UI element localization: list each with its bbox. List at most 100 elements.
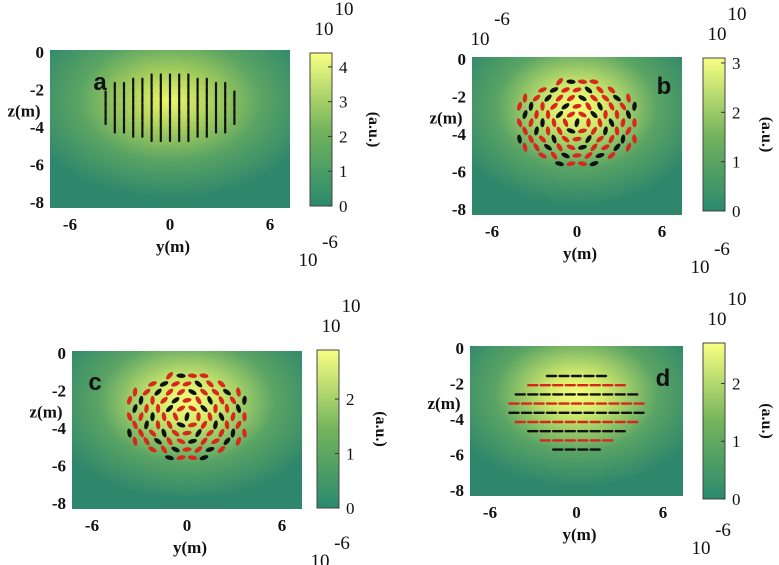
dipole-mark bbox=[166, 437, 173, 446]
x-axis-label: y(m) bbox=[173, 538, 207, 557]
dipole-mark bbox=[632, 134, 637, 144]
dipole-mark bbox=[171, 446, 180, 453]
x-exponent: 10 bbox=[692, 538, 711, 559]
dipole-mark bbox=[150, 395, 155, 405]
dipole-mark bbox=[533, 143, 540, 152]
polarization-marks-d bbox=[508, 374, 645, 451]
x-exponent-power: -6 bbox=[334, 533, 350, 554]
dipole-mark bbox=[242, 395, 247, 405]
dipole-mark bbox=[126, 395, 133, 405]
dipole-mark bbox=[150, 412, 155, 422]
y-tick-label: 0 bbox=[458, 50, 467, 69]
dipole-mark bbox=[619, 102, 627, 111]
dipole-mark bbox=[161, 412, 167, 422]
dipole-mark bbox=[236, 387, 241, 397]
dipole-mark bbox=[545, 126, 551, 136]
dipole-mark bbox=[550, 102, 558, 110]
x-tick-label: 0 bbox=[573, 222, 582, 241]
dipole-mark bbox=[603, 126, 608, 136]
colorbar-tick-label: 0 bbox=[732, 202, 741, 221]
dipole-mark bbox=[182, 430, 192, 436]
colorbar-c bbox=[316, 349, 340, 509]
dipole-mark bbox=[562, 118, 569, 128]
dipole-mark bbox=[211, 438, 220, 445]
dipole-mark bbox=[176, 455, 186, 461]
dipole-mark bbox=[538, 135, 547, 143]
dipole-mark bbox=[522, 142, 528, 152]
y-tick-label: 0 bbox=[58, 344, 67, 363]
dipole-mark bbox=[538, 152, 547, 159]
dipole-mark bbox=[176, 405, 186, 412]
dipole-mark bbox=[561, 152, 570, 159]
dipole-mark bbox=[148, 446, 157, 453]
dipole-mark bbox=[572, 87, 582, 93]
panel-label-d: d bbox=[656, 365, 671, 392]
dipole-mark bbox=[608, 102, 615, 111]
colorbar-scale-base: 10 bbox=[708, 24, 727, 45]
dipole-mark bbox=[555, 161, 564, 167]
dipole-mark bbox=[207, 396, 213, 405]
polarization-marks-c bbox=[126, 371, 247, 461]
dipole-mark bbox=[620, 118, 626, 128]
colorbar-scale-top: 10 bbox=[342, 296, 361, 317]
dipole-mark bbox=[184, 412, 190, 422]
dipole-mark bbox=[572, 136, 582, 142]
dipole-mark bbox=[625, 110, 631, 119]
dipole-mark bbox=[590, 143, 598, 152]
y-tick-label: -6 bbox=[52, 457, 66, 476]
colorbar-tick-label: 3 bbox=[732, 54, 741, 73]
y-tick-label: -4 bbox=[52, 419, 67, 438]
dipole-mark bbox=[138, 412, 144, 422]
y-tick-label: -6 bbox=[30, 156, 44, 175]
x-exponent: 10 bbox=[691, 257, 710, 278]
colorbar-tick-label: 3 bbox=[339, 93, 348, 112]
dipole-mark bbox=[172, 412, 179, 422]
dipole-mark bbox=[517, 134, 522, 144]
dipole-mark bbox=[561, 87, 570, 93]
colorbar-scale-base: 10 bbox=[322, 316, 341, 337]
dipole-mark bbox=[206, 380, 214, 388]
y-tick-label: -8 bbox=[450, 481, 464, 500]
dipole-mark bbox=[187, 373, 198, 378]
y-tick-label: -2 bbox=[452, 88, 466, 107]
dipole-mark bbox=[601, 144, 610, 151]
dipole-mark bbox=[235, 404, 241, 413]
dipole-mark bbox=[171, 381, 180, 387]
colorbar-tick-label: 1 bbox=[346, 445, 355, 464]
dipole-mark bbox=[555, 94, 564, 102]
dipole-mark bbox=[607, 86, 616, 94]
dipole-mark bbox=[195, 396, 202, 405]
top-exponent: 10 bbox=[471, 29, 490, 50]
dipole-mark bbox=[182, 381, 192, 387]
dipole-mark bbox=[171, 397, 180, 404]
dipole-mark bbox=[555, 110, 564, 119]
dipole-mark bbox=[608, 134, 615, 144]
x-exponent-power: -6 bbox=[322, 232, 338, 253]
field-map-c bbox=[72, 351, 302, 509]
dipole-mark bbox=[132, 420, 138, 430]
top-exponent-power: -6 bbox=[494, 9, 510, 30]
y-tick-label: -4 bbox=[452, 125, 467, 144]
dipole-mark bbox=[138, 395, 144, 405]
dipole-mark bbox=[182, 397, 192, 403]
panel-label-a: a bbox=[93, 69, 107, 96]
dipole-mark bbox=[230, 428, 236, 438]
dipole-mark bbox=[217, 446, 226, 453]
dipole-mark bbox=[218, 396, 225, 405]
dipole-mark bbox=[603, 109, 608, 120]
dipole-mark bbox=[196, 412, 201, 422]
dipole-mark bbox=[187, 455, 198, 460]
dipole-mark bbox=[176, 373, 186, 378]
panel-label-b: b bbox=[657, 73, 672, 100]
colorbar-unit: (a.u.) bbox=[365, 112, 382, 148]
dipole-mark bbox=[596, 135, 604, 143]
dipole-mark bbox=[561, 135, 570, 143]
y-tick-label: -4 bbox=[30, 118, 45, 137]
dipole-mark bbox=[224, 403, 230, 414]
dipole-mark bbox=[578, 111, 587, 118]
dipole-mark bbox=[556, 77, 563, 86]
dipole-mark bbox=[206, 429, 214, 437]
y-tick-label: -2 bbox=[30, 81, 44, 100]
colorbar-tick-label: 0 bbox=[339, 197, 348, 216]
